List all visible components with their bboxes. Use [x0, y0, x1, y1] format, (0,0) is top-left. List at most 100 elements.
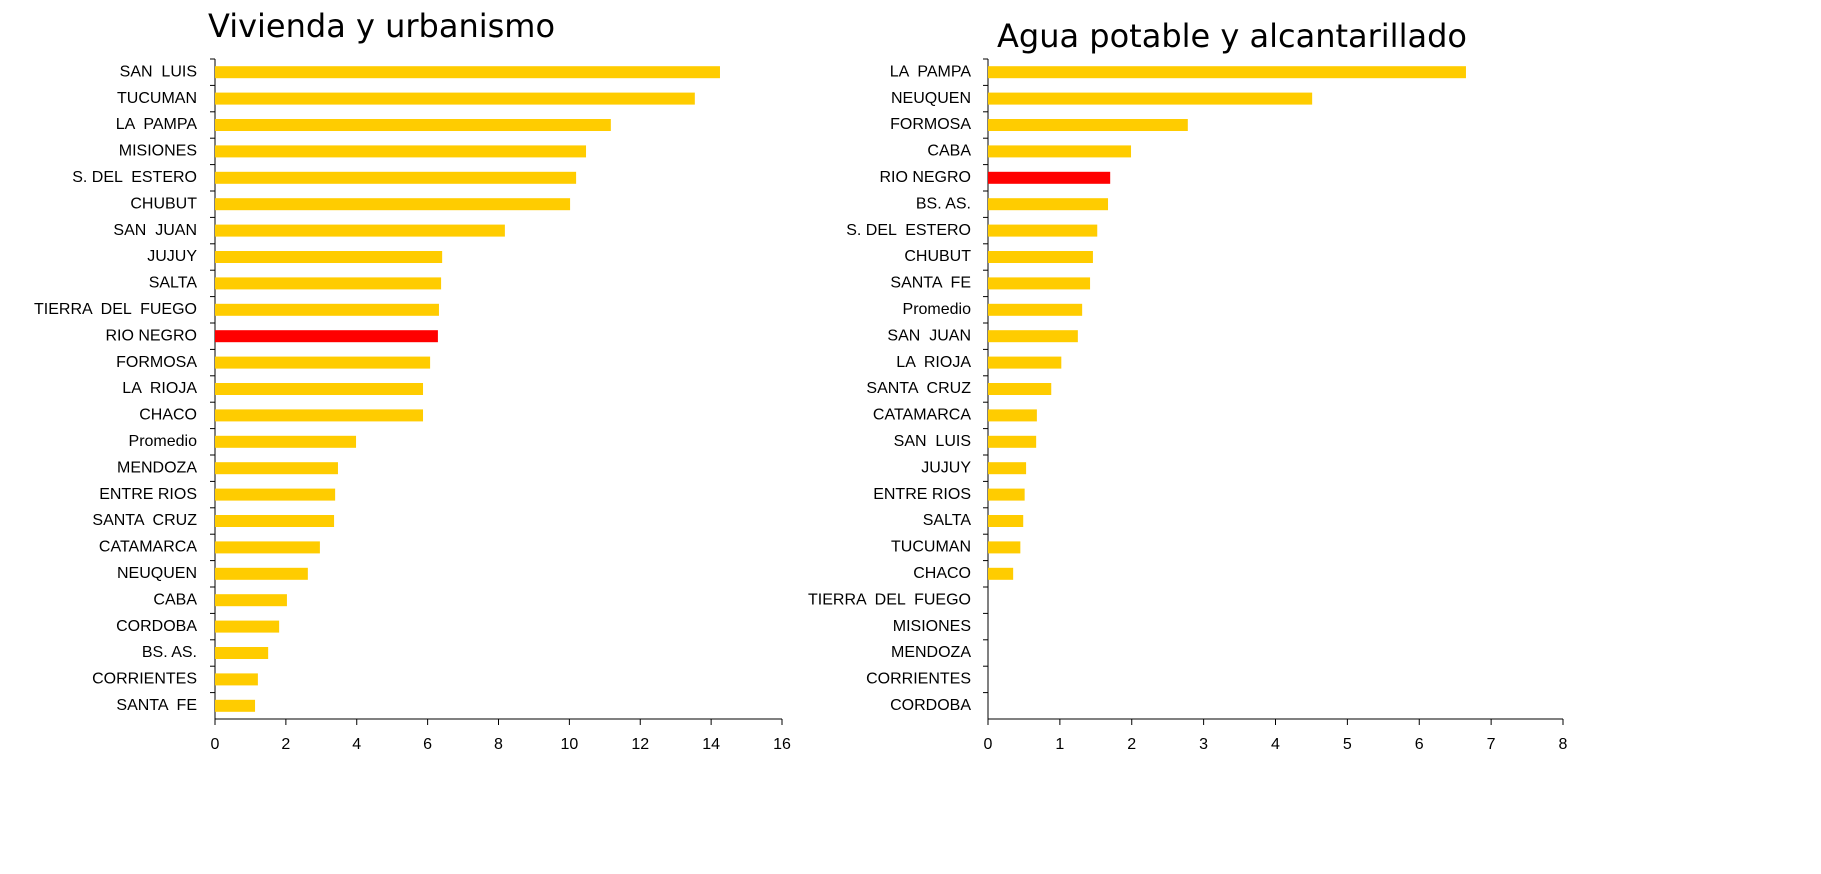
y-tick-label: SAN LUIS [894, 433, 971, 450]
bar [988, 356, 1062, 369]
bar [215, 647, 269, 659]
y-tick-label: CORRIENTES [92, 671, 197, 688]
y-tick-label: CORDOBA [116, 618, 197, 635]
y-tick-label: CORRIENTES [866, 671, 971, 688]
x-tick-label: 1 [1055, 736, 1064, 753]
y-tick-label: CATAMARCA [99, 539, 197, 556]
x-tick-label: 6 [1415, 736, 1424, 753]
y-tick-label: JUJUY [147, 248, 197, 265]
y-tick-label: SAN JUAN [887, 327, 971, 344]
bar [988, 198, 1109, 211]
chart-title: Agua potable y alcantarillado [997, 17, 1467, 55]
bar [215, 699, 256, 712]
bar [215, 277, 442, 290]
bar [988, 330, 1078, 343]
y-tick-label: MENDOZA [891, 644, 971, 661]
x-tick-label: 16 [773, 736, 791, 753]
bar [215, 330, 438, 343]
y-tick-label: FORMOSA [890, 116, 971, 133]
bar [988, 277, 1091, 290]
x-tick-label: 0 [211, 736, 220, 753]
y-tick-label: RIO NEGRO [879, 169, 971, 186]
x-tick-label: 0 [984, 736, 993, 753]
x-tick-label: 4 [352, 736, 361, 753]
y-tick-label: MISIONES [119, 143, 197, 160]
bar [215, 541, 320, 554]
x-tick-label: 4 [1271, 736, 1280, 753]
y-tick-label: RIO NEGRO [105, 327, 197, 344]
y-tick-label: MENDOZA [117, 459, 197, 476]
x-tick-label: 7 [1487, 736, 1496, 753]
y-tick-label: SALTA [149, 275, 198, 292]
y-tick-label: CABA [153, 591, 197, 608]
y-tick-label: Promedio [129, 433, 198, 450]
y-tick-label: Promedio [903, 301, 972, 318]
bar [215, 435, 357, 448]
y-tick-label: SANTA FE [890, 275, 971, 292]
bar [988, 224, 1098, 237]
bar [988, 435, 1037, 448]
y-tick-label: SAN LUIS [120, 63, 197, 80]
y-tick-label: JUJUY [921, 459, 971, 476]
x-tick-label: 12 [631, 736, 649, 753]
x-tick-label: 8 [1559, 736, 1568, 753]
y-tick-label: TIERRA DEL FUEGO [808, 591, 971, 608]
bar [215, 303, 439, 316]
bar [215, 515, 335, 527]
bar [988, 488, 1025, 501]
bar [215, 119, 611, 131]
bar [215, 145, 587, 158]
x-tick-label: 6 [423, 736, 432, 753]
bar [215, 356, 431, 369]
bar [215, 673, 258, 686]
y-tick-label: SANTA FE [116, 697, 197, 714]
bar [215, 620, 280, 633]
bar [988, 567, 1014, 580]
y-tick-label: CATAMARCA [873, 407, 971, 424]
y-tick-label: TIERRA DEL FUEGO [34, 301, 197, 318]
bar [988, 119, 1188, 131]
y-tick-label: S. DEL ESTERO [846, 222, 971, 239]
bar [215, 171, 577, 184]
y-tick-label: BS. AS. [142, 644, 197, 661]
x-tick-label: 2 [281, 736, 290, 753]
y-tick-label: CABA [927, 143, 971, 160]
bar [988, 92, 1313, 105]
y-tick-label: CHUBUT [904, 248, 971, 265]
y-tick-label: SALTA [923, 512, 972, 529]
x-tick-label: 8 [494, 736, 503, 753]
bar [988, 409, 1037, 422]
bar [988, 541, 1021, 554]
y-tick-label: CHACO [139, 407, 197, 424]
bar [988, 383, 1052, 395]
y-tick-label: CHUBUT [130, 195, 197, 212]
y-tick-label: TUCUMAN [891, 539, 971, 556]
bar [215, 409, 424, 422]
y-tick-label: LA RIOJA [122, 380, 197, 397]
bar [988, 515, 1024, 527]
y-tick-label: LA RIOJA [896, 354, 971, 371]
y-tick-label: SANTA CRUZ [92, 512, 197, 529]
y-tick-label: SANTA CRUZ [866, 380, 971, 397]
chart-title: Vivienda y urbanismo [208, 7, 555, 45]
y-tick-label: NEUQUEN [117, 565, 197, 582]
bar [215, 567, 308, 580]
y-tick-label: LA PAMPA [116, 116, 198, 133]
y-tick-label: SAN JUAN [113, 222, 197, 239]
y-tick-label: FORMOSA [116, 354, 197, 371]
bar [988, 462, 1027, 475]
x-tick-label: 14 [702, 736, 720, 753]
y-tick-label: S. DEL ESTERO [72, 169, 197, 186]
bar [988, 171, 1111, 184]
bar [215, 66, 720, 79]
y-tick-label: TUCUMAN [117, 90, 197, 107]
y-tick-label: NEUQUEN [891, 90, 971, 107]
bar [988, 145, 1132, 158]
x-tick-label: 2 [1127, 736, 1136, 753]
bar [215, 462, 338, 475]
bar [988, 251, 1093, 263]
y-tick-label: ENTRE RIOS [99, 486, 197, 503]
x-tick-label: 5 [1343, 736, 1352, 753]
bar [988, 66, 1466, 79]
